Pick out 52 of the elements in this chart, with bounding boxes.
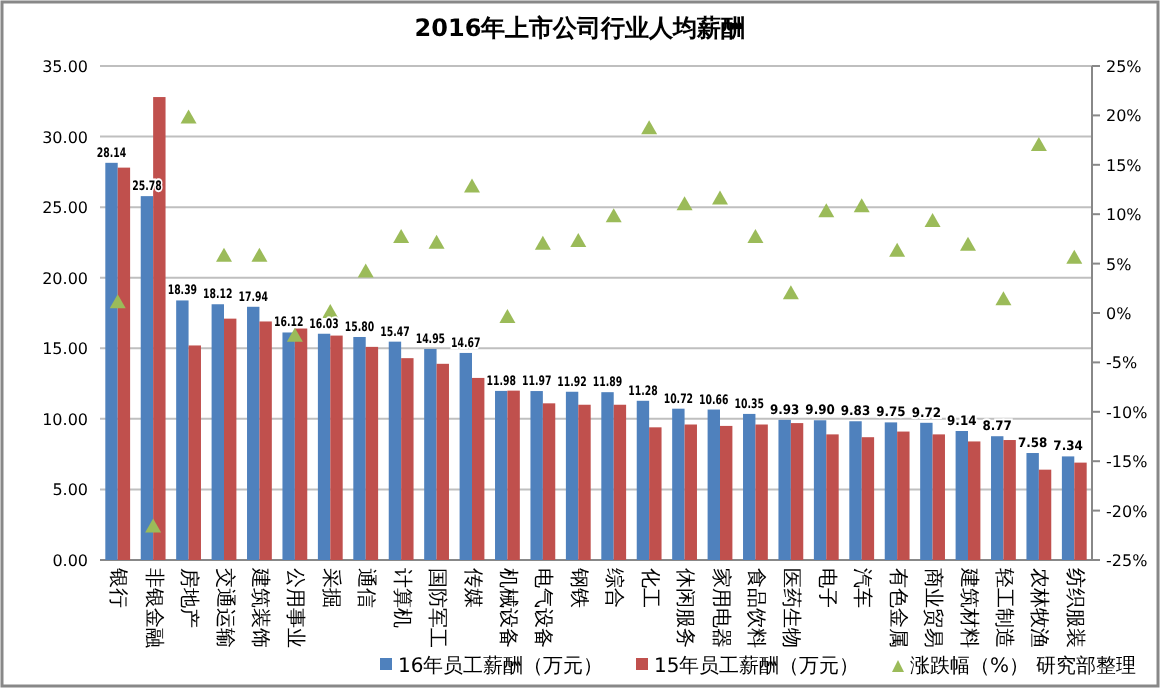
x-tick-label: 采掘 [318, 568, 343, 608]
x-tick-label: 电气设备 [531, 568, 556, 648]
x-tick-label: 家用电器 [708, 568, 733, 648]
x-tick-label: 建筑装饰 [247, 566, 272, 648]
x-tick-label: 公用事业 [283, 568, 308, 648]
x-tick-label: 食品饮料 [743, 568, 768, 648]
y-tick-label: 30.00 [42, 128, 88, 147]
legend-label: 15年员工薪酬（万元） [654, 654, 860, 678]
legend-label: 涨跌幅（%） [910, 654, 1030, 678]
x-tick-label: 电子 [814, 568, 839, 608]
x-tick-label: 汽车 [850, 568, 875, 608]
y-tick-label: 0.00 [52, 552, 88, 570]
y-tick-label: 10.00 [42, 410, 88, 429]
legend-label: 16年员工薪酬（万元） [398, 654, 604, 678]
x-tick-label: 商业贸易 [921, 568, 946, 648]
y2-tick-label: 5% [1106, 255, 1133, 274]
x-tick-label: 轻工制造 [991, 568, 1016, 648]
y2-tick-label: -10% [1106, 403, 1149, 422]
x-tick-label: 休闲服务 [673, 568, 698, 648]
x-tick-label: 计算机 [389, 568, 414, 628]
x-tick-label: 交通运输 [212, 568, 237, 648]
x-tick-label: 医药生物 [779, 568, 804, 648]
title: 2016年上市公司行业人均薪酬 [414, 14, 746, 42]
y2-tick-label: -25% [1106, 552, 1149, 570]
x-tick-label: 机械设备 [495, 568, 520, 648]
text: 研究部整理 [1036, 654, 1136, 678]
x-tick-label: 钢铁 [566, 566, 591, 608]
y2-tick-label: 25% [1106, 58, 1143, 76]
x-tick-label: 化工 [637, 568, 662, 608]
x-tick-label: 农林牧渔 [1027, 568, 1052, 648]
x-tick-label: 非银金融 [141, 568, 166, 648]
x-tick-label: 有色金属 [885, 568, 910, 648]
x-tick-label: 纺织服装 [1062, 568, 1087, 648]
y-tick-label: 25.00 [42, 199, 88, 218]
y2-tick-label: 10% [1106, 206, 1143, 225]
y-tick-label: 15.00 [42, 340, 88, 359]
y2-tick-label: 20% [1106, 107, 1143, 126]
y2-tick-label: -20% [1106, 502, 1149, 521]
x-tick-label: 银行 [106, 566, 129, 608]
y-tick-label: 20.00 [42, 269, 88, 288]
x-tick-label: 通信 [354, 568, 379, 608]
x-tick-label: 房地产 [177, 568, 202, 628]
y-tick-label: 35.00 [42, 58, 88, 76]
x-tick-label: 国防军工 [425, 568, 450, 648]
x-tick-label: 传媒 [460, 568, 483, 608]
y2-tick-label: 0% [1106, 305, 1133, 323]
x-tick-label: 综合 [602, 568, 627, 608]
x-tick-label: 建筑材料 [956, 566, 981, 648]
y2-tick-label: 15% [1106, 156, 1143, 175]
y2-tick-label: -5% [1106, 354, 1138, 373]
y-tick-label: 5.00 [52, 481, 88, 500]
y2-tick-label: -15% [1106, 453, 1149, 472]
